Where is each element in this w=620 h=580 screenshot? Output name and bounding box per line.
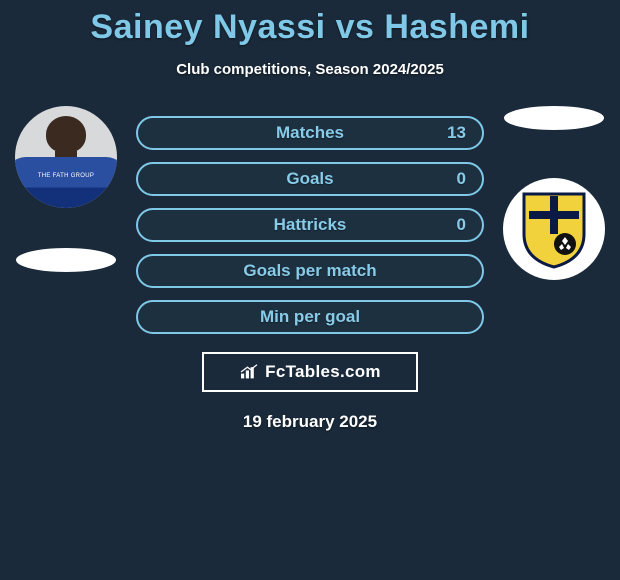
subtitle: Club competitions, Season 2024/2025 [0, 61, 620, 78]
stat-value: 0 [457, 215, 466, 235]
body-row: THE FATH GROUP Matches 13 Goals 0 Hattri… [0, 106, 620, 334]
stat-pill-hattricks: Hattricks 0 [136, 208, 484, 242]
date-label: 19 february 2025 [0, 412, 620, 432]
jersey-sponsor: THE FATH GROUP [38, 173, 94, 179]
brand-box[interactable]: FcTables.com [202, 352, 418, 392]
right-player-column [494, 106, 614, 280]
shadow-oval-left [16, 248, 116, 272]
stat-pill-matches: Matches 13 [136, 116, 484, 150]
crest-svg [519, 189, 589, 269]
stat-label: Min per goal [260, 307, 360, 327]
stat-pill-goals-per-match: Goals per match [136, 254, 484, 288]
player-avatar-left: THE FATH GROUP [15, 106, 117, 208]
left-player-column: THE FATH GROUP [6, 106, 126, 272]
stat-value: 0 [457, 169, 466, 189]
stat-label: Goals [286, 169, 333, 189]
stat-value: 13 [447, 123, 466, 143]
stat-pill-goals: Goals 0 [136, 162, 484, 196]
shadow-oval-right [504, 106, 604, 130]
stat-label: Hattricks [274, 215, 347, 235]
stat-label: Matches [276, 123, 344, 143]
avatar-jersey: THE FATH GROUP [15, 157, 117, 208]
club-crest-right [503, 178, 605, 280]
stat-label: Goals per match [243, 261, 376, 281]
page-title: Sainey Nyassi vs Hashemi [0, 8, 620, 47]
bar-chart-icon [239, 364, 259, 380]
stat-pill-min-per-goal: Min per goal [136, 300, 484, 334]
avatar-head [46, 116, 86, 153]
brand-text: FcTables.com [265, 362, 381, 382]
stats-column: Matches 13 Goals 0 Hattricks 0 Goals per… [126, 116, 494, 334]
comparison-card: Sainey Nyassi vs Hashemi Club competitio… [0, 0, 620, 432]
